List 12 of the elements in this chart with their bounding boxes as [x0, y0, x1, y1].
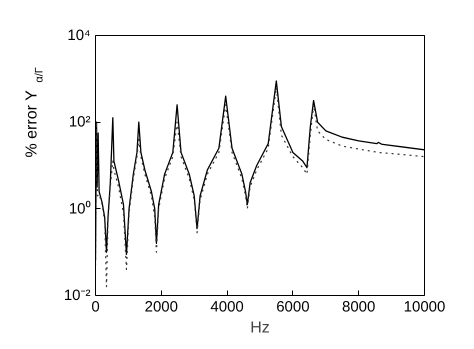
x-tick-label: 2000 — [144, 298, 178, 316]
x-axis-title: Hz — [250, 320, 270, 336]
x-tick-label: 0 — [91, 298, 100, 316]
y-axis-title: % error Yα/Γ — [24, 67, 46, 158]
y-tick-label: 10⁻² — [64, 287, 91, 304]
y-tick-label: 10⁰ — [68, 200, 91, 218]
x-tick-label: 4000 — [210, 298, 244, 316]
x-tick-label: 10000 — [404, 298, 446, 316]
y-tick-label: 10⁴ — [67, 27, 91, 44]
x-tick-label: 6000 — [276, 298, 310, 316]
y-tick-label: 10² — [68, 114, 91, 131]
x-tick-label: 8000 — [342, 298, 376, 316]
